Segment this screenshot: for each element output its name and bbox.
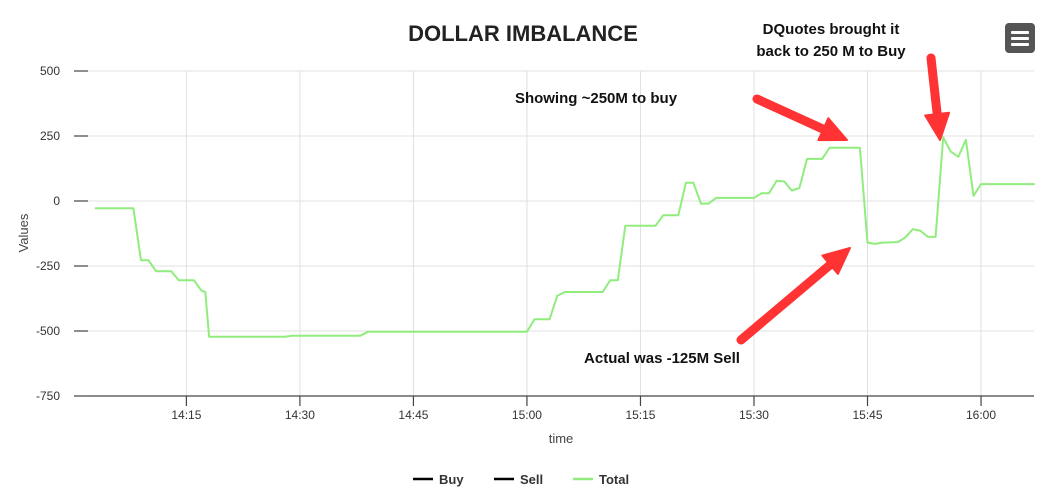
- data-point[interactable]: [750, 194, 758, 202]
- data-point[interactable]: [864, 239, 872, 247]
- data-point[interactable]: [894, 238, 902, 246]
- data-point[interactable]: [773, 177, 781, 185]
- data-point[interactable]: [765, 189, 773, 197]
- legend-item-buy[interactable]: Buy: [413, 472, 464, 487]
- x-axis-title: time: [549, 431, 574, 446]
- data-point[interactable]: [129, 204, 137, 212]
- data-point[interactable]: [826, 144, 834, 152]
- data-point[interactable]: [969, 192, 977, 200]
- data-point[interactable]: [621, 222, 629, 230]
- x-tick-label: 15:00: [512, 408, 542, 422]
- data-point[interactable]: [879, 239, 887, 247]
- data-point[interactable]: [553, 292, 561, 300]
- data-point[interactable]: [606, 276, 614, 284]
- data-point[interactable]: [758, 189, 766, 197]
- series-layer: [92, 136, 1038, 341]
- data-point[interactable]: [92, 204, 100, 212]
- chart-title: DOLLAR IMBALANCE: [408, 21, 638, 46]
- y-tick-label: -750: [36, 389, 60, 403]
- chart-menu-button[interactable]: [1005, 23, 1035, 53]
- arrow-dquotes: [924, 53, 951, 141]
- annotation-showing: Showing ~250M to buy: [515, 90, 678, 107]
- x-tick-label: 14:30: [285, 408, 315, 422]
- grid-lines: [88, 70, 1034, 397]
- data-point[interactable]: [523, 328, 531, 336]
- data-point[interactable]: [659, 211, 667, 219]
- data-point[interactable]: [697, 200, 705, 208]
- data-point[interactable]: [356, 332, 364, 340]
- data-point[interactable]: [281, 333, 289, 341]
- legend-label: Sell: [520, 472, 543, 487]
- legend-item-total[interactable]: Total: [573, 472, 629, 487]
- data-point[interactable]: [689, 179, 697, 187]
- annotation-dquotes-line2: back to 250 M to Buy: [756, 43, 906, 60]
- data-point[interactable]: [795, 184, 803, 192]
- arrow-showing: [752, 94, 848, 142]
- data-point[interactable]: [780, 178, 788, 186]
- data-point[interactable]: [1030, 180, 1038, 188]
- data-point[interactable]: [856, 144, 864, 152]
- legend-label: Total: [599, 472, 629, 487]
- x-tick-label: 14:45: [398, 408, 428, 422]
- data-point[interactable]: [167, 267, 175, 275]
- annotation-actual: Actual was -125M Sell: [584, 350, 740, 367]
- data-point[interactable]: [288, 332, 296, 340]
- data-point[interactable]: [205, 333, 213, 341]
- data-point[interactable]: [137, 256, 145, 264]
- data-point[interactable]: [364, 328, 372, 336]
- data-point[interactable]: [546, 315, 554, 323]
- data-point[interactable]: [674, 211, 682, 219]
- data-point[interactable]: [175, 276, 183, 284]
- annotation-dquotes-line1: DQuotes brought it: [763, 21, 900, 38]
- data-point[interactable]: [190, 276, 198, 284]
- data-point[interactable]: [788, 187, 796, 195]
- annotation-arrows: [736, 53, 951, 345]
- y-tick-label: 250: [40, 129, 60, 143]
- data-point[interactable]: [614, 276, 622, 284]
- data-point[interactable]: [871, 240, 879, 248]
- y-tick-label: -250: [36, 259, 60, 273]
- data-point[interactable]: [599, 288, 607, 296]
- data-point[interactable]: [152, 267, 160, 275]
- data-point[interactable]: [803, 155, 811, 163]
- data-point[interactable]: [932, 233, 940, 241]
- axes: 500 250 0 -250 -500 -750 14:15 14:30 14:45 15:00 1…: [36, 64, 1034, 422]
- data-point[interactable]: [954, 153, 962, 161]
- y-tick-label: -500: [36, 324, 60, 338]
- arrow-actual: [736, 247, 851, 345]
- data-point[interactable]: [977, 180, 985, 188]
- legend-label: Buy: [439, 472, 464, 487]
- data-point[interactable]: [145, 256, 153, 264]
- legend-item-sell[interactable]: Sell: [494, 472, 543, 487]
- data-point[interactable]: [561, 288, 569, 296]
- x-tick-label: 14:15: [171, 408, 201, 422]
- x-tick-label: 15:30: [739, 408, 769, 422]
- x-tick-label: 15:45: [852, 408, 882, 422]
- data-point[interactable]: [682, 179, 690, 187]
- data-point[interactable]: [818, 155, 826, 163]
- data-point[interactable]: [947, 148, 955, 156]
- data-point[interactable]: [705, 200, 713, 208]
- y-tick-label: 0: [53, 194, 60, 208]
- data-point[interactable]: [962, 136, 970, 144]
- y-axis-title: Values: [16, 213, 31, 252]
- data-point[interactable]: [901, 233, 909, 241]
- data-point[interactable]: [909, 225, 917, 233]
- data-point[interactable]: [924, 233, 932, 241]
- data-point[interactable]: [531, 315, 539, 323]
- data-point[interactable]: [201, 288, 209, 296]
- x-tick-label: 15:15: [625, 408, 655, 422]
- data-point[interactable]: [652, 222, 660, 230]
- series-line-total[interactable]: [94, 136, 1035, 338]
- legend: Buy Sell Total: [413, 472, 629, 487]
- data-point[interactable]: [916, 227, 924, 235]
- y-tick-label: 500: [40, 64, 60, 78]
- data-point[interactable]: [712, 194, 720, 202]
- x-tick-label: 16:00: [966, 408, 996, 422]
